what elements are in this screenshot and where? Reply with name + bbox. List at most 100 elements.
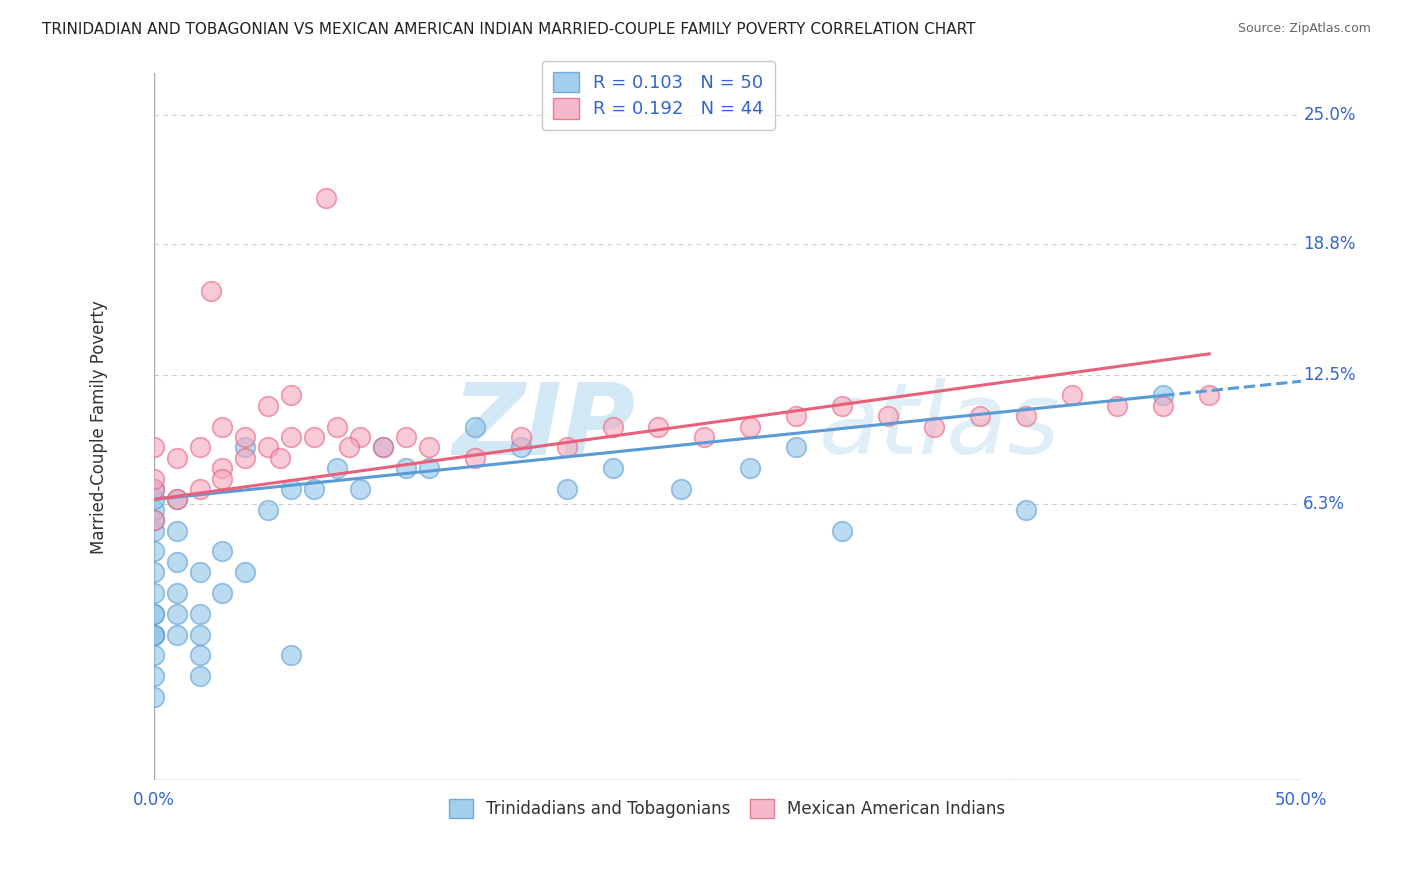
Point <box>280 388 302 402</box>
Text: 18.8%: 18.8% <box>1303 235 1355 252</box>
Point <box>785 441 807 455</box>
Point <box>257 441 280 455</box>
Point <box>142 628 165 642</box>
Point <box>1060 388 1083 402</box>
Point <box>280 482 302 496</box>
Point <box>166 555 188 569</box>
Point <box>304 430 326 444</box>
Text: Source: ZipAtlas.com: Source: ZipAtlas.com <box>1237 22 1371 36</box>
Point <box>693 430 716 444</box>
Point <box>509 441 531 455</box>
Point <box>371 441 394 455</box>
Point <box>395 461 418 475</box>
Point <box>166 450 188 465</box>
Point <box>349 430 371 444</box>
Point <box>602 419 624 434</box>
Point <box>188 648 211 663</box>
Point <box>188 669 211 683</box>
Point <box>211 419 233 434</box>
Point <box>142 607 165 621</box>
Point <box>740 461 762 475</box>
Point <box>166 628 188 642</box>
Point <box>142 482 165 496</box>
Text: TRINIDADIAN AND TOBAGONIAN VS MEXICAN AMERICAN INDIAN MARRIED-COUPLE FAMILY POVE: TRINIDADIAN AND TOBAGONIAN VS MEXICAN AM… <box>42 22 976 37</box>
Point <box>647 419 669 434</box>
Point <box>166 586 188 600</box>
Point <box>200 285 222 299</box>
Point <box>418 441 440 455</box>
Point <box>1014 503 1036 517</box>
Point <box>315 191 337 205</box>
Point <box>142 607 165 621</box>
Point <box>142 492 165 507</box>
Point <box>235 441 257 455</box>
Point <box>235 450 257 465</box>
Point <box>188 482 211 496</box>
Point <box>142 628 165 642</box>
Point <box>464 419 486 434</box>
Point <box>1152 388 1174 402</box>
Point <box>142 482 165 496</box>
Point <box>1152 399 1174 413</box>
Point <box>269 450 291 465</box>
Point <box>142 513 165 527</box>
Point <box>142 566 165 580</box>
Point <box>142 586 165 600</box>
Point <box>142 503 165 517</box>
Point <box>142 628 165 642</box>
Text: atlas: atlas <box>820 378 1060 475</box>
Point <box>1107 399 1129 413</box>
Point <box>142 441 165 455</box>
Point <box>188 607 211 621</box>
Point <box>257 503 280 517</box>
Text: 25.0%: 25.0% <box>1303 105 1355 124</box>
Point <box>142 648 165 663</box>
Point <box>671 482 693 496</box>
Point <box>142 544 165 558</box>
Point <box>1198 388 1220 402</box>
Point <box>166 607 188 621</box>
Point <box>326 419 349 434</box>
Text: 50.0%: 50.0% <box>1275 790 1327 809</box>
Point <box>166 492 188 507</box>
Text: Married-Couple Family Poverty: Married-Couple Family Poverty <box>90 300 107 554</box>
Point <box>785 409 807 424</box>
Point <box>280 430 302 444</box>
Point <box>166 524 188 538</box>
Point <box>509 430 531 444</box>
Point <box>280 648 302 663</box>
Point <box>922 419 945 434</box>
Point <box>235 566 257 580</box>
Point <box>257 399 280 413</box>
Point <box>211 586 233 600</box>
Point <box>349 482 371 496</box>
Point <box>740 419 762 434</box>
Point <box>188 566 211 580</box>
Point <box>142 513 165 527</box>
Point <box>555 441 578 455</box>
Point <box>418 461 440 475</box>
Point <box>211 544 233 558</box>
Point <box>555 482 578 496</box>
Text: 0.0%: 0.0% <box>132 790 174 809</box>
Point <box>877 409 900 424</box>
Point <box>166 492 188 507</box>
Point <box>188 628 211 642</box>
Legend: Trinidadians and Tobagonians, Mexican American Indians: Trinidadians and Tobagonians, Mexican Am… <box>443 792 1012 825</box>
Point <box>142 669 165 683</box>
Point <box>969 409 991 424</box>
Point <box>831 524 853 538</box>
Point <box>337 441 360 455</box>
Text: 12.5%: 12.5% <box>1303 366 1355 384</box>
Text: ZIP: ZIP <box>453 378 636 475</box>
Point <box>142 472 165 486</box>
Point <box>142 690 165 704</box>
Text: 6.3%: 6.3% <box>1303 494 1346 513</box>
Point <box>142 524 165 538</box>
Point <box>831 399 853 413</box>
Point <box>395 430 418 444</box>
Point <box>371 441 394 455</box>
Point <box>1014 409 1036 424</box>
Point <box>602 461 624 475</box>
Point <box>464 450 486 465</box>
